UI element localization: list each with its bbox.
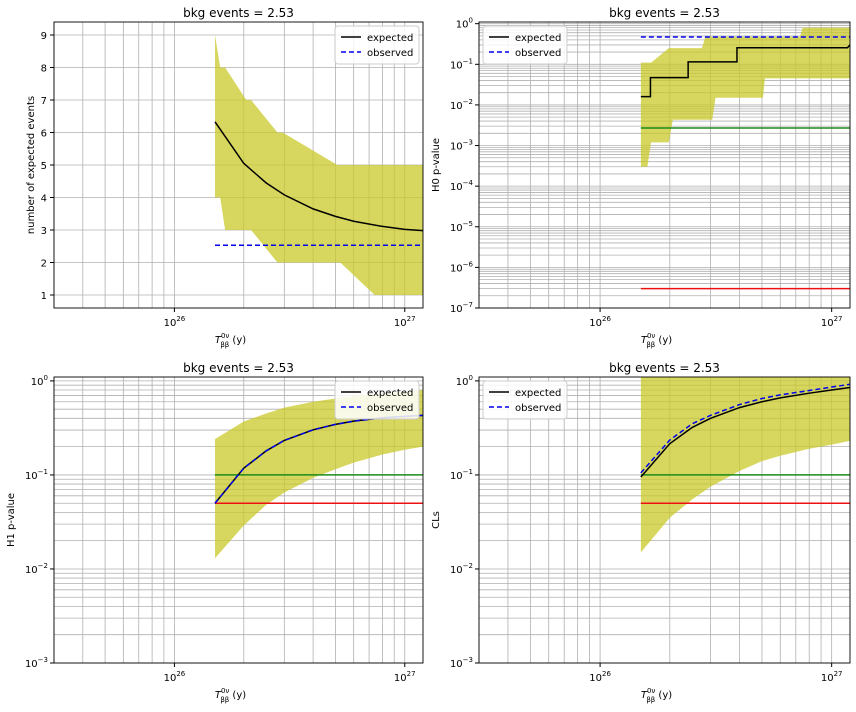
axes-frame <box>478 376 851 664</box>
legend-label-expected: expected <box>367 388 413 399</box>
expected-line <box>640 386 850 478</box>
y-tick-label: 2 <box>41 259 47 270</box>
y-axis-label: CLs <box>431 511 442 529</box>
y-tick-label: 10−3 <box>450 139 473 153</box>
legend: expected observed <box>482 25 568 65</box>
panel-title: bkg events = 2.53 <box>609 361 720 375</box>
x-tick-label: 1026 <box>164 670 186 684</box>
chart-panel-4: 1026 1027 10−3 10−2 10−1 100 bkg events = 2.53… <box>431 361 851 704</box>
y-axis-label: H1 p-value <box>6 493 17 547</box>
y-tick-label: 9 <box>41 31 47 42</box>
y-tick-label: 1 <box>41 291 47 302</box>
x-tick-label: 1027 <box>394 315 416 329</box>
expected-band <box>214 35 423 295</box>
legend-label-observed: observed <box>367 48 413 59</box>
y-tick-label: 10−3 <box>25 656 48 670</box>
x-tick-label: 1027 <box>821 670 843 684</box>
y-tick-label: 4 <box>41 194 47 205</box>
x-tick-label: 1027 <box>394 670 416 684</box>
y-tick-label: 7 <box>41 96 47 107</box>
y-tick-label: 10−2 <box>25 562 48 576</box>
y-tick-label: 10−6 <box>450 260 474 274</box>
y-axis-label: H0 p-value <box>431 138 442 192</box>
observed-line <box>640 383 850 474</box>
axes-frame <box>53 376 424 664</box>
legend-box <box>334 25 420 65</box>
y-tick-label: 5 <box>41 161 47 172</box>
y-tick-label: 3 <box>41 226 47 237</box>
y-tick-label: 6 <box>41 129 47 140</box>
expected-band <box>214 390 423 559</box>
y-tick-label: 10−1 <box>25 468 48 482</box>
y-tick-label: 10−4 <box>450 179 474 193</box>
legend-label-observed: observed <box>515 403 561 414</box>
chart-panel-1: 1026 1027 1 2 3 4 5 6 7 8 9 bkg events = 2.53 T0ν ββ … <box>26 6 424 349</box>
legend-label-observed: observed <box>515 48 561 59</box>
y-tick-label: 10−3 <box>450 656 473 670</box>
legend: expected observed <box>482 380 568 420</box>
x-tick-label: 1026 <box>164 315 186 329</box>
y-tick-label: 10−2 <box>450 98 473 112</box>
y-tick-label: 100 <box>456 17 473 31</box>
y-tick-label: 8 <box>41 64 47 75</box>
x-tick-label: 1027 <box>821 315 843 329</box>
panel-title: bkg events = 2.53 <box>183 361 294 375</box>
x-axis-label: T0ν ββ (y) <box>215 332 246 349</box>
x-axis-label: T0ν ββ (y) <box>641 687 672 704</box>
y-tick-label: 10−2 <box>450 562 473 576</box>
axes-frame <box>478 21 851 309</box>
legend-box <box>334 380 420 420</box>
legend-label-expected: expected <box>515 33 561 44</box>
legend-box <box>482 380 568 420</box>
legend-box <box>482 25 568 65</box>
y-tick-label: 10−1 <box>450 468 473 482</box>
y-axis-label: number of expected events <box>26 96 37 234</box>
x-tick-label: 1026 <box>589 670 611 684</box>
legend: expected observed <box>334 380 420 420</box>
expected-line <box>214 121 423 232</box>
chart-panel-3: 1026 1027 10−3 10−2 10−1 100 bkg events = 2.53… <box>6 361 424 704</box>
observed-line <box>214 414 423 504</box>
panel-title: bkg events = 2.53 <box>183 6 294 20</box>
x-axis-label: T0ν ββ (y) <box>215 687 246 704</box>
panel-title: bkg events = 2.53 <box>609 6 720 20</box>
y-tick-label: 10−7 <box>450 301 473 315</box>
expected-band <box>640 377 850 553</box>
y-tick-label: 100 <box>31 374 48 388</box>
y-tick-label: 10−5 <box>450 220 473 234</box>
legend: expected observed <box>334 25 420 65</box>
expected-line <box>640 44 850 98</box>
legend-label-expected: expected <box>515 388 561 399</box>
x-tick-label: 1026 <box>589 315 611 329</box>
chart-panel-2: 1026 1027 10−7 10−6 10−5 10−4 10−3 10−2 10−1 100 b… <box>431 6 851 349</box>
y-tick-label: 10−1 <box>450 57 473 71</box>
legend-label-expected: expected <box>367 33 413 44</box>
y-tick-label: 100 <box>456 374 473 388</box>
legend-label-observed: observed <box>367 403 413 414</box>
x-axis-label: T0ν ββ (y) <box>641 332 672 349</box>
